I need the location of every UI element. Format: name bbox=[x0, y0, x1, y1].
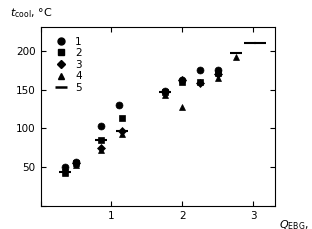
Text: $t_{\rm cool}$, °C: $t_{\rm cool}$, °C bbox=[10, 7, 53, 20]
Legend: 1, 2, 3, 4, 5: 1, 2, 3, 4, 5 bbox=[48, 35, 84, 95]
Text: $Q_{\rm EBG}$, kW: $Q_{\rm EBG}$, kW bbox=[279, 219, 312, 229]
